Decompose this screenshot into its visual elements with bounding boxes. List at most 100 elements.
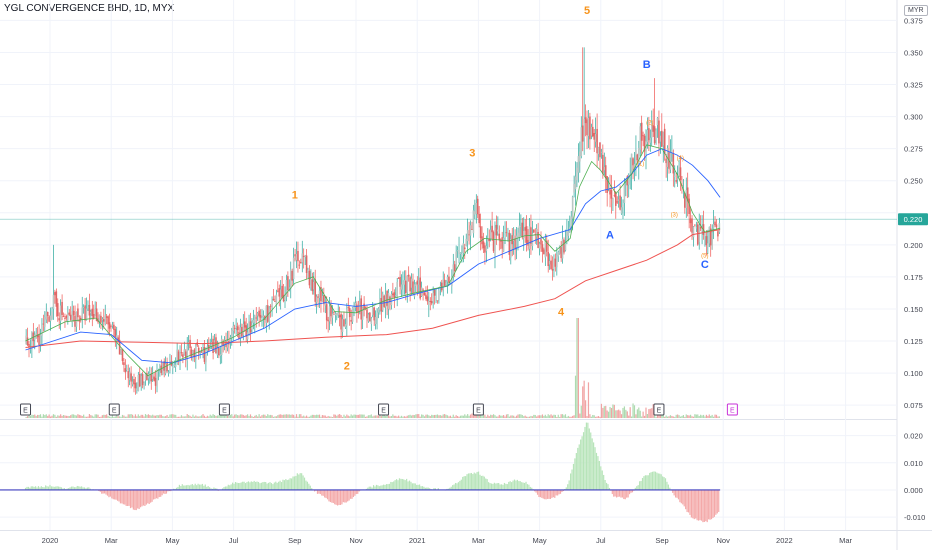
volume-bar [694, 414, 696, 418]
candle-body [564, 242, 567, 251]
histogram-bar [324, 489, 326, 498]
histogram-bar [567, 484, 569, 490]
volume-bar [288, 414, 290, 418]
volume-bar [104, 414, 106, 418]
candle-body [285, 280, 288, 297]
histogram-bar [492, 483, 494, 490]
histogram-bar [170, 489, 172, 492]
candle-body [350, 319, 352, 322]
histogram-bar [603, 474, 605, 490]
histogram-bar [368, 486, 370, 490]
histogram-bar [565, 487, 567, 490]
volume-bar [176, 416, 178, 418]
histogram-bar [47, 486, 50, 490]
candle-body [278, 288, 281, 297]
histogram-bar [434, 488, 437, 490]
candle-body [282, 294, 285, 302]
volume-bar [717, 416, 719, 418]
candle-body [126, 368, 128, 370]
histogram-bar [662, 476, 664, 490]
volume-bar [143, 416, 145, 418]
volume-bar [685, 414, 687, 418]
candle-body [268, 308, 270, 322]
histogram-bar [204, 484, 206, 490]
price-tick-label: 0.100 [904, 369, 923, 378]
volume-bar [501, 415, 503, 418]
volume-bar [376, 415, 378, 418]
histogram-bar [342, 489, 344, 503]
candle-body [606, 176, 608, 194]
candle-body [315, 296, 318, 303]
volume-bar [642, 411, 644, 418]
candle-body [95, 308, 98, 322]
volume-bar [47, 415, 49, 418]
volume-bar [78, 414, 80, 418]
volume-bar [307, 416, 309, 418]
histogram-bar [557, 489, 559, 496]
volume-bar [468, 415, 470, 418]
candle-body [144, 373, 147, 381]
volume-bar [88, 414, 91, 418]
volume-bar [310, 415, 312, 418]
histogram-bar [266, 483, 268, 490]
volume-bar [330, 416, 332, 418]
candle-body [45, 311, 48, 320]
histogram-bar [685, 489, 687, 510]
candle-body [600, 151, 603, 153]
volume-bar [31, 414, 33, 418]
histogram-bar [33, 486, 35, 490]
candle-body [465, 238, 468, 246]
volume-bar [103, 414, 105, 418]
volume-bar [226, 415, 229, 418]
candle-body [428, 300, 430, 306]
volume-bar [244, 415, 246, 418]
volume-bar [576, 318, 578, 418]
candle-body [81, 307, 84, 319]
candle-body [640, 122, 643, 141]
histogram-bar [214, 488, 216, 490]
volume-bar [65, 415, 68, 418]
histogram-bar [197, 483, 199, 490]
histogram-bar [121, 489, 123, 504]
candle-body [166, 361, 168, 372]
histogram-bar [278, 481, 280, 490]
volume-bar [711, 414, 713, 418]
candle-body [714, 221, 716, 226]
volume-bar [428, 415, 430, 418]
histogram-bar [618, 489, 621, 497]
histogram-bar [262, 482, 264, 490]
candle-body [534, 233, 537, 235]
volume-bar [60, 414, 62, 418]
volume-bar [339, 414, 341, 418]
candle-body [79, 317, 82, 320]
histogram-bar [175, 487, 178, 490]
candle-body [522, 231, 525, 239]
histogram-bar [456, 483, 458, 490]
histogram-bar [131, 489, 133, 508]
histogram-bar [410, 481, 412, 490]
volume-bar [259, 416, 262, 418]
histogram-bar [712, 489, 714, 518]
candle-body [298, 264, 301, 266]
currency-button[interactable]: MYR [904, 5, 928, 16]
histogram-bar [347, 489, 349, 502]
volume-bar [579, 413, 581, 418]
volume-bar [684, 416, 686, 418]
volume-bar [679, 416, 682, 418]
candle-body [707, 243, 709, 247]
volume-bar [318, 414, 321, 418]
histogram-bar [660, 474, 662, 490]
candle-body [604, 165, 607, 179]
histogram-bar [255, 481, 257, 490]
candle-body [557, 252, 560, 257]
volume-bar [442, 414, 444, 418]
candle-body [230, 329, 233, 339]
earnings-marker [726, 403, 738, 416]
osc-tick-label: -0.010 [904, 513, 925, 522]
candle-body [154, 377, 157, 386]
histogram-bar [155, 489, 157, 499]
volume-bar [528, 416, 531, 418]
volume-bar [705, 414, 708, 418]
candle-body [485, 245, 488, 252]
